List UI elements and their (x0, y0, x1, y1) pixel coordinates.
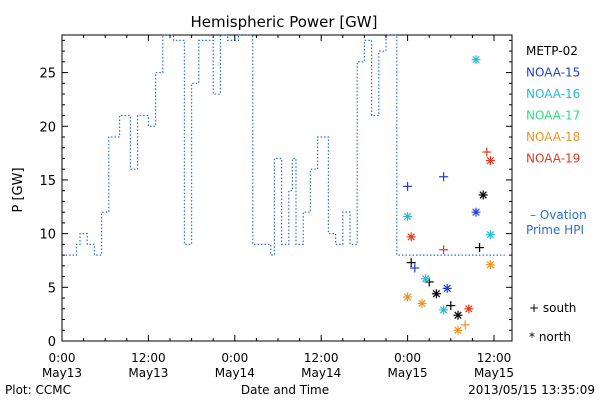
x-tick-label-date: May13 (128, 366, 168, 380)
x-tick-label-date: May14 (301, 366, 341, 380)
data-point-metp-02 (446, 301, 456, 311)
marker-legend-north: * north (529, 330, 571, 344)
x-axis-label: Date and Time (241, 383, 329, 397)
data-point-noaa-18 (485, 260, 495, 270)
x-tick-label-time: 0:00 (394, 351, 421, 365)
ovation-series-line (65, 34, 505, 256)
data-point-noaa-15 (471, 207, 481, 217)
data-point-noaa-18 (417, 298, 427, 308)
legend-entry-noaa-17: NOAA-17 (526, 109, 580, 123)
data-point-noaa-15 (442, 283, 452, 293)
chart-title: Hemispheric Power [GW] (191, 13, 378, 31)
legend-entry-noaa-16: NOAA-16 (526, 87, 580, 101)
data-point-noaa-18 (403, 292, 413, 302)
x-tick-label-time: 12:00 (477, 351, 512, 365)
data-point-noaa-16 (471, 55, 481, 65)
y-axis-label: P [GW] (11, 167, 26, 212)
data-point-noaa-15 (403, 181, 413, 191)
legend-entry-noaa-19: NOAA-19 (526, 152, 580, 166)
x-tick-label-time: 12:00 (304, 351, 339, 365)
data-point-noaa-15 (410, 263, 420, 273)
legend-entry-noaa-18: NOAA-18 (526, 130, 580, 144)
ovation-label-line: Prime HPI (526, 223, 584, 237)
x-tick-label-time: 12:00 (131, 351, 166, 365)
data-point-noaa-16 (439, 305, 449, 315)
x-tick-label-date: May14 (215, 366, 255, 380)
data-point-noaa-18 (453, 325, 463, 335)
data-point-noaa-16 (403, 211, 413, 221)
y-tick-label: 15 (39, 174, 56, 189)
data-point-noaa-19 (482, 147, 492, 157)
data-point-noaa-18 (460, 320, 470, 330)
legend-entry-metp-02: METP-02 (526, 44, 578, 58)
x-tick-label-time: 0:00 (221, 351, 248, 365)
data-point-noaa-16 (421, 274, 431, 284)
y-tick-label: 5 (48, 281, 56, 296)
x-tick-label-date: May15 (474, 366, 514, 380)
data-point-metp-02 (431, 289, 441, 299)
x-tick-label-date: May15 (388, 366, 428, 380)
y-tick-label: 10 (39, 228, 56, 243)
data-point-metp-02 (453, 310, 463, 320)
data-point-metp-02 (478, 190, 488, 200)
plot-frame (61, 34, 513, 342)
data-point-noaa-19 (464, 304, 474, 314)
data-point-metp-02 (406, 258, 416, 268)
footer-timestamp: 2013/05/15 13:35:09 (468, 383, 595, 397)
data-point-noaa-19 (439, 245, 449, 255)
y-tick-label: 20 (39, 120, 56, 135)
data-point-noaa-16 (485, 230, 495, 240)
legend-entry-noaa-15: NOAA-15 (526, 66, 580, 80)
data-point-noaa-15 (439, 172, 449, 182)
y-tick-label: 25 (39, 67, 56, 82)
ovation-label-line: – Ovation (530, 208, 587, 222)
footer-plot-source: Plot: CCMC (5, 383, 71, 397)
x-tick-label-date: May13 (42, 366, 82, 380)
y-tick-label: 0 (48, 335, 56, 350)
x-tick-label-time: 0:00 (49, 351, 76, 365)
data-point-noaa-19 (485, 156, 495, 166)
data-point-metp-02 (475, 243, 485, 253)
marker-legend-south: + south (529, 301, 576, 315)
data-point-noaa-19 (406, 232, 416, 242)
